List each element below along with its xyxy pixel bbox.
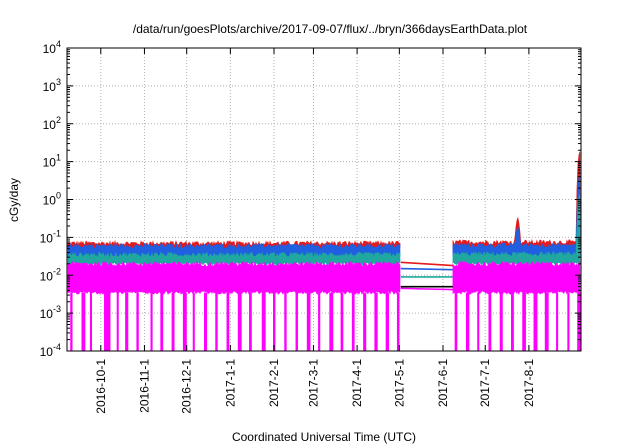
- y-tick-label: 102: [43, 115, 61, 132]
- dropout-mark: [249, 292, 252, 351]
- x-tick-label: 2016-11-1: [137, 359, 151, 413]
- series-3: [67, 260, 581, 351]
- y-tick-base: 10: [43, 118, 57, 132]
- x-axis-label: Coordinated Universal Time (UTC): [232, 430, 416, 444]
- dropout-mark: [261, 292, 266, 351]
- y-tick-base: 10: [40, 231, 54, 245]
- dropout-mark: [477, 292, 480, 351]
- y-tick-base: 10: [43, 80, 57, 94]
- y-tick-exponent: -3: [53, 304, 61, 314]
- dropout-mark: [104, 292, 107, 351]
- grid: [67, 48, 581, 351]
- dropout-mark: [533, 292, 538, 351]
- dropout-mark: [81, 292, 86, 351]
- dropout-mark: [318, 292, 321, 351]
- dropout-mark: [306, 292, 311, 351]
- x-tick-label: 2017-4-1: [350, 359, 364, 407]
- x-tick-label: 2016-10-1: [94, 359, 108, 414]
- y-tick-exponent: 3: [56, 77, 61, 87]
- dropout-mark: [136, 292, 139, 351]
- y-tick-label: 10-2: [40, 266, 61, 283]
- dropout-mark: [522, 292, 526, 351]
- dropout-mark: [351, 292, 355, 351]
- dropout-mark: [329, 292, 334, 351]
- x-tick-label: 2017-6-1: [436, 359, 450, 407]
- y-tick-label: 10-3: [40, 304, 61, 321]
- y-tick-exponent: -2: [53, 266, 61, 276]
- y-tick-exponent: 4: [56, 39, 61, 49]
- y-axis-label: cGy/day: [7, 178, 21, 222]
- dropout-mark: [70, 292, 73, 351]
- chart-title: /data/run/goesPlots/archive/2017-09-07/f…: [133, 22, 528, 36]
- dropout-mark: [510, 292, 514, 351]
- gap-line: [400, 261, 453, 267]
- dropout-mark: [396, 292, 400, 351]
- dropout-mark: [273, 292, 276, 351]
- x-tick-label: 2016-12-1: [180, 359, 194, 414]
- dropout-mark: [171, 292, 175, 351]
- dropout-mark: [116, 292, 119, 351]
- y-tick-exponent: 2: [56, 115, 61, 125]
- y-tick-label: 10-1: [40, 228, 61, 245]
- x-tick-label: 2017-7-1: [478, 359, 492, 407]
- dropout-mark: [385, 292, 390, 351]
- x-tick-label: 2017-3-1: [306, 359, 320, 407]
- series-band: [452, 174, 581, 260]
- dropout-mark: [204, 292, 208, 351]
- dropout-mark: [295, 292, 298, 351]
- dropout-mark: [89, 292, 93, 351]
- x-tick-label: 2017-5-1: [392, 359, 406, 407]
- dropout-mark: [340, 292, 344, 351]
- y-tick-base: 10: [40, 307, 54, 321]
- dropout-mark: [237, 292, 242, 351]
- y-tick-exponent: 0: [56, 191, 61, 201]
- series-layer: [67, 151, 581, 351]
- y-tick-exponent: -1: [53, 228, 61, 238]
- series-band: [452, 260, 581, 296]
- dropout-mark: [284, 292, 287, 351]
- y-tick-label: 101: [43, 153, 61, 170]
- x-tick-label: 2017-1-1: [223, 359, 237, 407]
- y-tick-exponent: -4: [53, 342, 61, 352]
- x-tick-label: 2017-8-1: [522, 359, 536, 407]
- y-tick-label: 103: [43, 77, 61, 94]
- y-tick-base: 10: [40, 269, 54, 283]
- y-tick-label: 10-4: [40, 342, 61, 359]
- dropout-mark: [374, 292, 378, 351]
- series-band: [67, 260, 401, 295]
- dropout-mark: [125, 292, 129, 351]
- dropout-mark: [192, 292, 195, 351]
- dropout-mark: [544, 292, 549, 351]
- dropout-mark: [465, 292, 470, 351]
- x-tick-label: 2017-2-1: [267, 359, 281, 407]
- gap-line: [400, 287, 453, 291]
- gap-line: [400, 267, 453, 271]
- dropout-mark: [160, 292, 164, 351]
- dropout-mark: [182, 292, 187, 351]
- dropout-mark: [567, 292, 570, 351]
- dropout-mark: [105, 292, 109, 351]
- dropout-mark: [150, 292, 153, 351]
- dropout-mark: [488, 292, 492, 351]
- y-tick-base: 10: [43, 156, 57, 170]
- y-tick-exponent: 1: [56, 153, 61, 163]
- y-tick-base: 10: [43, 194, 57, 208]
- dropout-mark: [106, 292, 111, 351]
- dropout-mark: [499, 292, 503, 351]
- dropout-mark: [556, 292, 559, 351]
- dropout-mark: [226, 292, 230, 351]
- dropout-mark: [363, 292, 367, 351]
- y-tick-label: 104: [43, 39, 61, 56]
- y-tick-label: 100: [43, 191, 61, 208]
- x-axis: 2016-10-1 2016-11-1 2016-12-1 2017-1-1 2017-…: [94, 48, 536, 414]
- dropout-mark: [215, 292, 218, 351]
- dropout-mark: [454, 292, 458, 351]
- y-tick-base: 10: [43, 42, 57, 56]
- y-tick-base: 10: [40, 345, 54, 359]
